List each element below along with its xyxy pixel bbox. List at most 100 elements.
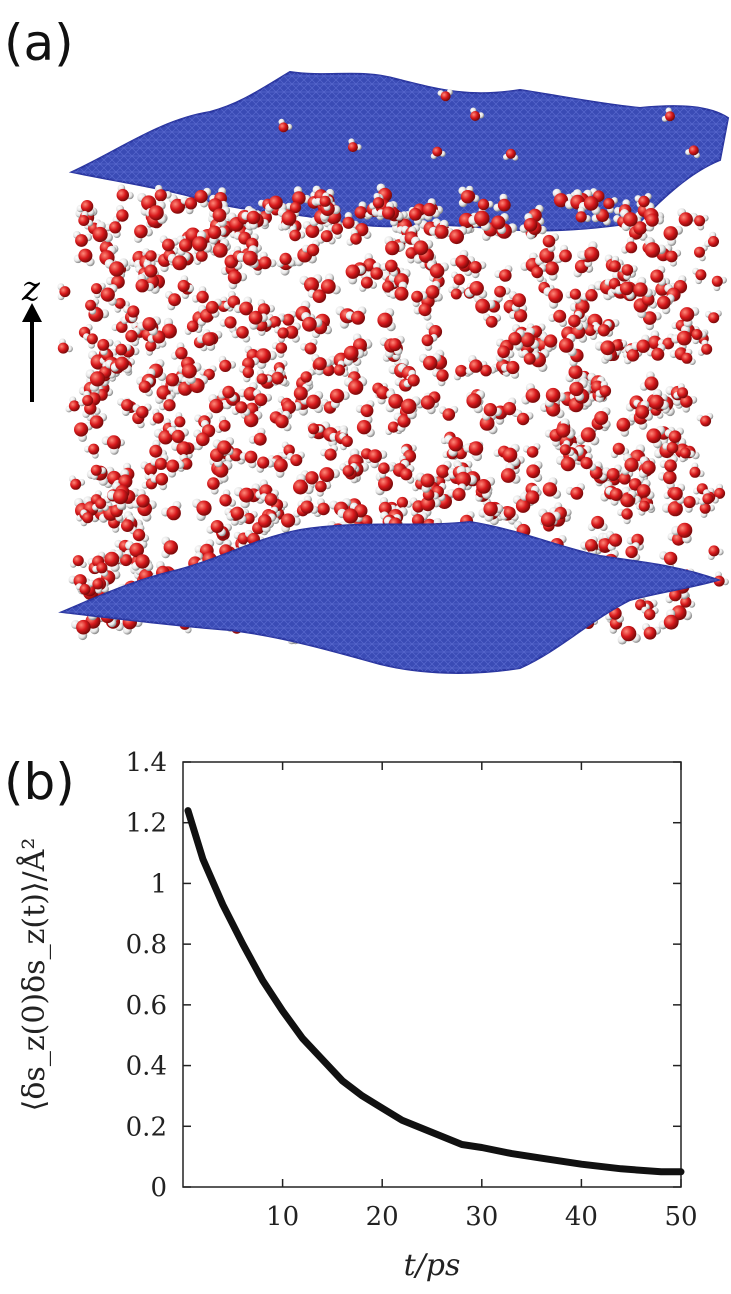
water-molecule [646,343,666,361]
water-molecule [565,189,586,210]
water-molecule [238,365,254,383]
water-molecule [659,551,678,571]
water-molecule [104,549,124,572]
water-molecule [556,418,575,439]
water-molecule [519,213,538,233]
water-molecule [621,453,639,475]
water-molecule [170,342,188,360]
water-molecule [535,248,559,266]
water-molecule [699,502,715,518]
water-molecule [308,423,324,439]
water-molecule [92,562,109,577]
water-molecule [300,338,318,355]
water-molecule [617,625,641,645]
x-tick-label: 30 [465,1202,498,1232]
water-molecule [197,332,217,351]
water-molecule [633,276,653,298]
water-molecule [218,385,237,402]
water-molecule [671,325,692,346]
water-molecule [400,465,415,484]
water-molecule [180,196,198,215]
water-molecule [508,304,528,323]
water-molecule [150,472,169,491]
water-molecule [683,495,701,513]
water-molecule [449,249,470,269]
correlation-chart: 10 20 30 40 50 0 0.2 0.4 0.6 0.8 1 1.2 1.4 t/ps ⟨δs… [16,748,698,1283]
water-molecule [226,506,247,524]
water-molecule [78,210,93,227]
water-molecule [380,259,398,277]
water-molecule [657,470,677,490]
water-molecule [643,311,662,331]
water-molecule [663,225,683,246]
water-molecule [248,310,268,330]
water-molecule [131,489,150,509]
water-molecule [602,464,623,481]
water-molecule [578,241,600,262]
water-molecule [455,466,477,488]
water-molecule [145,340,161,356]
water-molecule [544,387,566,408]
water-molecule [502,443,520,467]
water-molecule [301,312,323,332]
water-molecule [78,390,94,407]
water-molecule [679,447,695,463]
water-molecule [638,500,655,516]
y-axis-ticks: 0 0.2 0.4 0.6 0.8 1 1.2 1.4 [126,748,681,1203]
water-molecule [73,248,95,267]
water-molecule [88,578,104,594]
water-molecule [544,428,563,447]
water-molecule [623,345,640,365]
water-molecule [285,322,301,343]
water-molecule [289,225,306,242]
water-molecule [57,283,71,301]
water-molecule [521,383,541,405]
water-molecule [177,275,195,293]
water-molecule [388,335,405,356]
panel-label-a: (a) [4,14,74,72]
water-molecule [347,138,362,153]
water-molecule [671,522,693,544]
water-molecule [170,412,186,428]
water-molecule [469,261,487,279]
water-molecule [315,195,331,211]
water-molecule [345,264,366,285]
water-molecule [559,440,575,456]
water-molecule [248,427,267,446]
water-molecule [239,450,258,469]
water-molecule [355,400,375,418]
water-molecule [317,230,336,245]
water-molecule [227,270,248,290]
water-molecule [74,421,93,442]
water-molecule [679,306,700,328]
water-molecule [265,195,287,213]
y-tick-label: 0.8 [126,930,167,960]
water-molecule [659,455,678,473]
water-molecule [215,415,231,433]
water-molecule [90,464,107,480]
water-molecule [159,235,179,252]
water-molecule [480,360,497,377]
water-molecule [448,286,465,300]
water-molecule [646,425,666,449]
water-molecule [293,473,314,495]
simulation-snapshot: z [21,70,730,674]
water-molecule [413,303,432,321]
water-molecule [104,258,129,277]
y-axis-title: ⟨δs_z(0)δs_z(t)⟩/Å² [16,838,52,1112]
y-tick-label: 1.4 [126,748,167,778]
water-molecule [378,462,395,479]
water-molecule [168,427,189,443]
water-molecule [493,193,511,212]
water-molecule [641,606,659,621]
water-molecule [482,313,502,328]
water-molecule [650,265,667,286]
water-molecule [135,273,154,293]
water-molecule [161,536,178,559]
water-molecule [339,463,358,477]
y-tick-label: 0 [150,1173,167,1203]
water-molecule [705,310,722,324]
water-molecule [466,390,486,414]
water-molecule [112,204,129,224]
water-molecule [631,334,650,353]
